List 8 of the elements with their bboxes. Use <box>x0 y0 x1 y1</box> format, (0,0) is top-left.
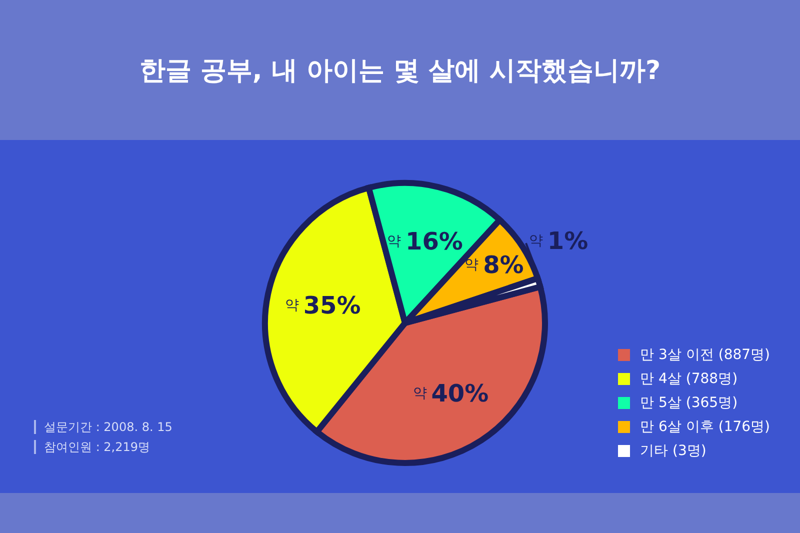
legend-label: 만 4살 (788명) <box>640 370 738 388</box>
legend-label: 만 5살 (365명) <box>640 394 738 412</box>
chart-title: 한글 공부, 내 아이는 몇 살에 시작했습니까? <box>139 54 661 88</box>
text: 참여인원 : 2,219명 <box>34 440 172 454</box>
legend-label: 만 6살 이후 (176명) <box>640 418 770 436</box>
legend-label: 만 3살 이전 (887명) <box>640 346 770 364</box>
legend-label: 기타 (3명) <box>640 442 706 460</box>
text: 설문기간 : 2008. 8. 15 <box>34 420 172 434</box>
